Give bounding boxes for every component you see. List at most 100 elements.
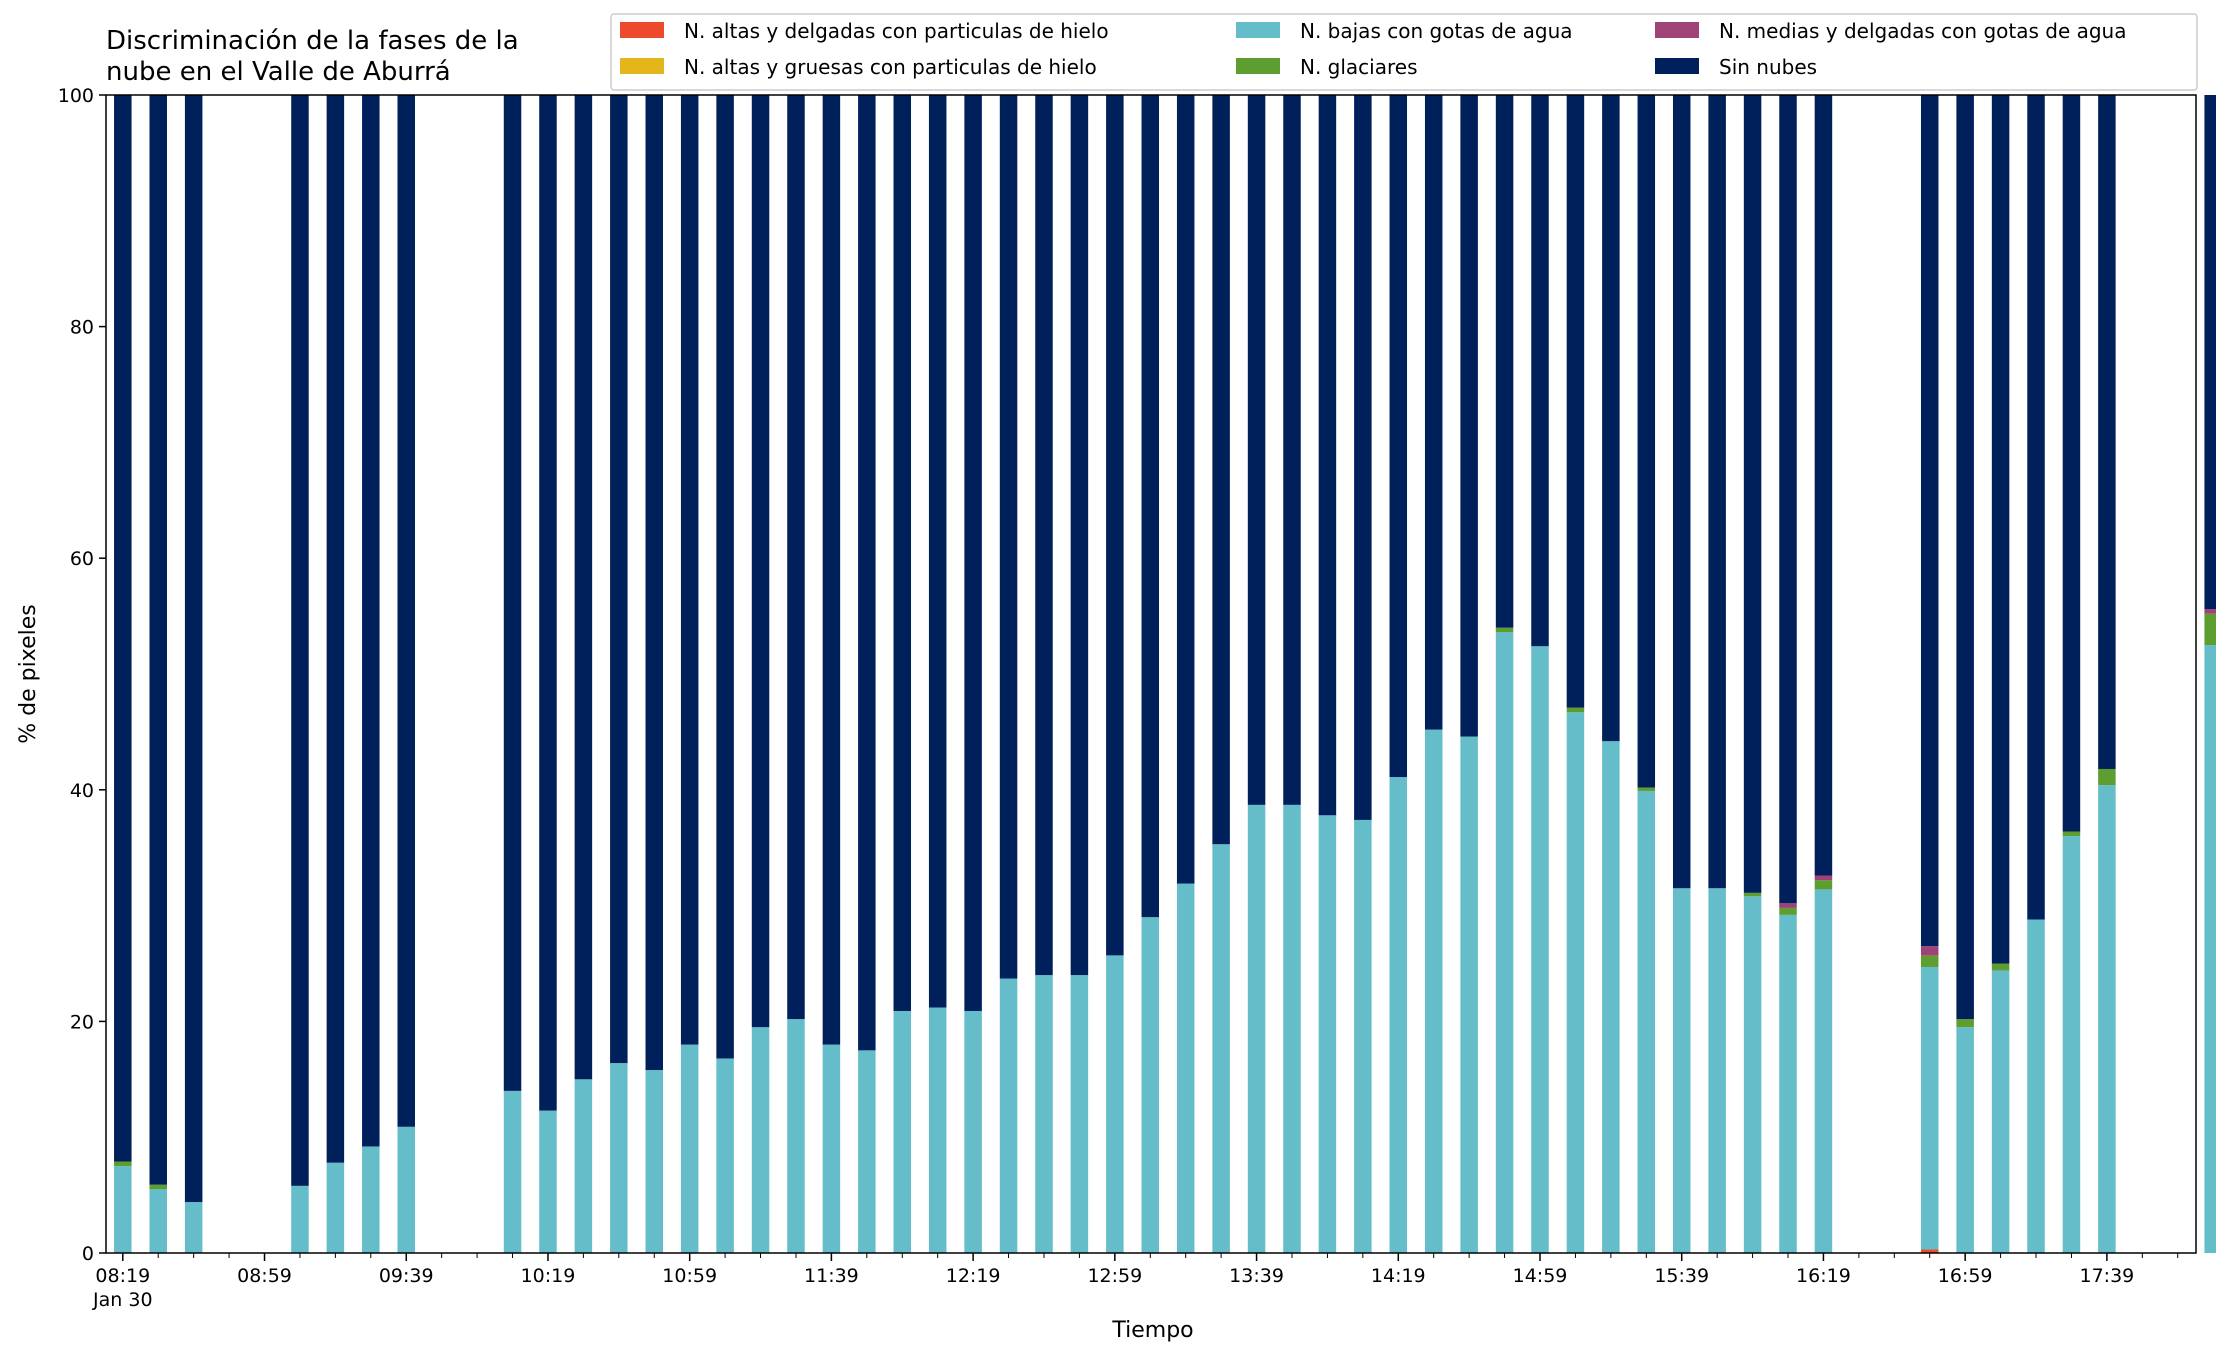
legend-label: Sin nubes [1719, 55, 1817, 79]
bar-segment-5 [1176, 95, 1195, 884]
bar-segment-2 [291, 1185, 309, 1253]
y-axis: 0 20 40 60 80 100 [58, 85, 106, 1265]
bar-segment-5 [1708, 95, 1726, 889]
bar-segment-2 [1283, 804, 1301, 1253]
bar-segment-4 [1779, 903, 1797, 908]
bar-segment-5 [1495, 95, 1514, 628]
bar-segment-3 [1743, 892, 1762, 897]
x-tick-label: 16:19 [1796, 1265, 1851, 1287]
legend-label: N. bajas con gotas de agua [1300, 19, 1573, 43]
bar-segment-2 [787, 1019, 805, 1253]
bar-segment-2 [1566, 712, 1585, 1253]
legend: N. altas y delgadas con particulas de hi… [610, 13, 2198, 91]
bar-segment-5 [751, 95, 770, 1028]
bar-segment-5 [1141, 95, 1160, 918]
bar-segment-5 [2098, 95, 2116, 769]
bar-segment-3 [2062, 831, 2081, 837]
bar-segment-5 [716, 95, 734, 1059]
bar-segment-2 [1212, 844, 1230, 1253]
bar-segment-5 [1070, 95, 1089, 976]
y-axis-label: % de pixeles [16, 604, 41, 743]
bar-segment-2 [362, 1146, 380, 1253]
bar-segment-5 [291, 95, 309, 1186]
bar-segment-5 [1672, 95, 1691, 889]
bar-segment-2 [539, 1110, 557, 1253]
legend-label: N. altas y gruesas con particulas de hie… [684, 55, 1097, 79]
bar-segment-2 [1708, 888, 1726, 1253]
bar-segment-3 [149, 1184, 167, 1190]
bar-segment-2 [574, 1079, 593, 1253]
bar-segment-5 [822, 95, 841, 1045]
bar-segment-2 [2027, 919, 2045, 1253]
bar-segment-5 [893, 95, 912, 1011]
y-tick-label: 20 [70, 1011, 94, 1033]
chart-title: Discriminación de la fases de la nube en … [106, 26, 519, 87]
bar-segment-3 [1495, 627, 1514, 633]
chart-title-line: Discriminación de la fases de la [106, 26, 519, 56]
bar-segment-2 [1318, 815, 1337, 1253]
x-tick-label: 09:39 [379, 1265, 434, 1287]
bar-segment-5 [1354, 95, 1372, 820]
y-tick-label: 60 [70, 548, 94, 570]
bar-segment-5 [574, 95, 593, 1080]
bar-segment-4 [1920, 946, 1939, 956]
bar-segment-5 [184, 95, 203, 1203]
bar-segment-2 [1602, 741, 1620, 1253]
bar-segment-2 [1637, 790, 1656, 1253]
bar-segment-5 [964, 95, 982, 1011]
bar-segment-2 [1460, 736, 1478, 1253]
x-tick-label: 14:59 [1513, 1265, 1568, 1287]
x-tick-label: 17:39 [2079, 1265, 2134, 1287]
legend-label: N. altas y delgadas con particulas de hi… [684, 19, 1109, 43]
plot-frame [105, 94, 2197, 1254]
bar-segment-5 [680, 95, 699, 1045]
bar-segment-5 [610, 95, 628, 1064]
legend-swatch [1655, 58, 1699, 74]
bar-segment-5 [503, 95, 522, 1091]
bar-segment-5 [2204, 95, 2216, 610]
bar-segment-2 [1920, 966, 1939, 1250]
bar-segment-5 [1743, 95, 1762, 893]
bar-segment-2 [645, 1070, 663, 1253]
bar-segment-5 [1106, 95, 1124, 956]
bar-segment-2 [822, 1044, 841, 1253]
bar-segment-2 [1424, 729, 1443, 1253]
x-axis: 08:19 08:59 09:39 10:19 10:59 11:39 12:19 12:59… [92, 1253, 2179, 1311]
bar-segment-2 [184, 1202, 203, 1253]
bar-segment-2 [2098, 785, 2116, 1253]
bar-segment-0 [1920, 1249, 1939, 1253]
bar-segment-5 [928, 95, 947, 1008]
bar-segment-5 [326, 95, 345, 1163]
y-tick-label: 80 [70, 317, 94, 339]
legend-swatch [1236, 58, 1280, 74]
bar-segment-2 [1495, 632, 1514, 1253]
bar-segment-5 [1247, 95, 1266, 805]
x-tick-label: 10:19 [521, 1265, 576, 1287]
bar-segment-2 [1176, 883, 1195, 1253]
x-tick-label: 12:19 [946, 1265, 1001, 1287]
bars-layer [114, 95, 2216, 1253]
bar-segment-5 [999, 95, 1018, 979]
bar-segment-5 [1602, 95, 1620, 742]
bar-segment-3 [1920, 955, 1939, 967]
bar-segment-2 [1672, 888, 1691, 1253]
bar-segment-4 [1814, 875, 1833, 881]
bar-segment-2 [1531, 646, 1549, 1253]
bar-segment-3 [2098, 768, 2116, 786]
bar-segment-5 [397, 95, 415, 1127]
bar-segment-3 [1566, 707, 1585, 713]
bar-segment-5 [1035, 95, 1053, 976]
bar-segment-2 [893, 1010, 912, 1253]
bar-segment-5 [1424, 95, 1443, 730]
bar-segment-5 [1531, 95, 1549, 647]
bar-segment-5 [1814, 95, 1833, 876]
bar-segment-5 [114, 95, 132, 1162]
bar-segment-2 [503, 1090, 522, 1253]
bar-segment-2 [928, 1007, 947, 1253]
x-tick-label: 08:19 [95, 1265, 150, 1287]
x-tick-label: 10:59 [662, 1265, 717, 1287]
bar-segment-5 [2062, 95, 2081, 832]
bar-segment-2 [1247, 804, 1266, 1253]
y-tick-label: 40 [70, 780, 94, 802]
bar-segment-2 [716, 1058, 734, 1253]
